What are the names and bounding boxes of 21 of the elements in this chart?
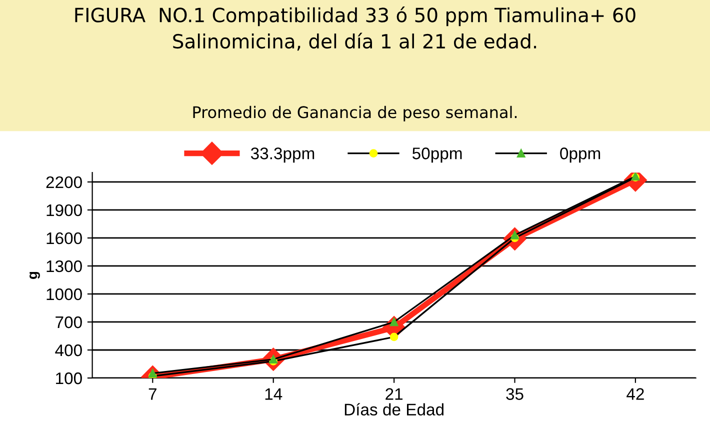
point <box>390 332 398 342</box>
x-tick-label: 14 <box>265 388 282 400</box>
y-axis-title: g <box>30 272 40 279</box>
y-tick-label: 700 <box>56 316 82 328</box>
y-tick-label: 400 <box>55 344 82 356</box>
legend-label: 33.3ppm <box>250 148 314 163</box>
y-tick-label: 100 <box>56 372 82 384</box>
y-tick-label: 1900 <box>46 204 82 216</box>
x-axis-title: Días de Edad <box>344 403 444 416</box>
y-tick-label: 2200 <box>46 176 82 188</box>
legend-label: 50ppm <box>412 148 462 163</box>
chart-subtitle: Promedio de Ganancia de peso semanal. <box>193 106 517 122</box>
x-tick-label: 21 <box>386 388 403 400</box>
y-tick-label: 1300 <box>46 260 82 272</box>
chart-title: FIGURA NO.1 Compatibilidad 33 ó 50 ppm Tiamulina+ 60 Salinomicina, del día 1 al 21 de edad. <box>75 6 636 51</box>
x-tick-label: 7 <box>148 388 156 400</box>
y-tick-label: 1000 <box>46 288 82 300</box>
x-tick-label: 35 <box>506 388 524 400</box>
x-tick-label: 42 <box>626 388 644 400</box>
legend-label: 0ppm <box>560 148 600 163</box>
y-tick-label: 1600 <box>46 232 82 244</box>
